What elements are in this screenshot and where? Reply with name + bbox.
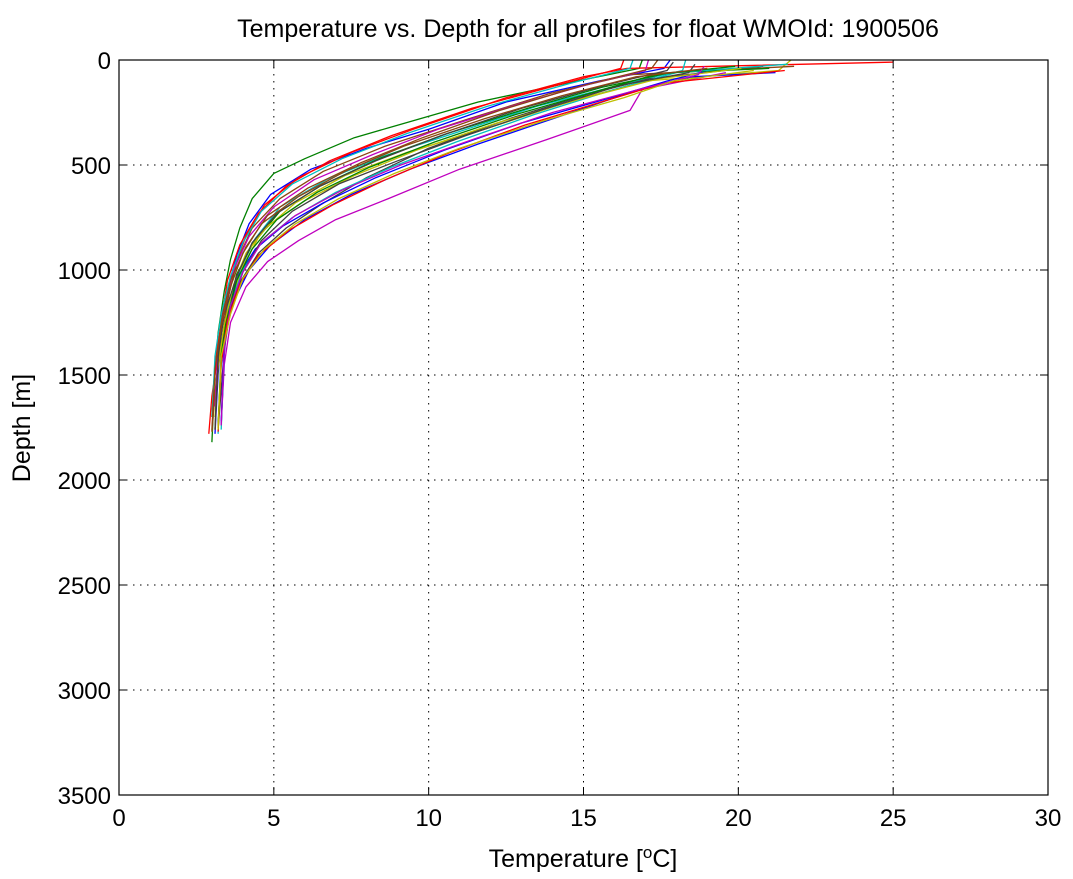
chart-title: Temperature vs. Depth for all profiles f… [237,15,939,43]
temperature-profile-line [211,67,708,430]
temperature-profile-line [211,59,643,443]
x-axis-label-superscript: o [643,843,652,862]
x-tick-label: 15 [570,805,597,832]
x-axis-label: Temperature [oC] [489,843,678,873]
y-tick-label: 2500 [58,573,111,600]
temperature-profile-line [217,65,736,428]
x-tick-label: 25 [880,805,907,832]
temperature-profile-line [217,69,754,430]
temperature-profile-line [214,59,659,430]
grid-lines [119,60,1048,795]
temperature-profile-line [211,59,634,418]
x-tick-label: 30 [1035,805,1062,832]
y-tick-label: 1000 [58,258,111,285]
axis-ticks: 0 5 10 15 20 25 30 0 500 1000 1500 2000 2500 3000 3500 [58,48,1062,832]
x-axis-label-end: C] [652,845,677,873]
y-axis-label: Depth [m] [8,374,36,482]
x-tick-label: 0 [112,805,125,832]
y-tick-label: 0 [98,48,111,75]
x-axis-label-start: Temperature [ [489,845,643,873]
y-tick-label: 2000 [58,468,111,495]
x-tick-label: 20 [725,805,752,832]
plot-area-frame [118,59,1049,796]
y-tick-label: 3000 [58,678,111,705]
y-tick-label: 3500 [58,783,111,810]
y-tick-label: 500 [71,153,111,180]
temperature-profile-line [217,69,785,432]
temperature-profile-line [220,71,727,424]
x-tick-label: 10 [415,805,442,832]
temperature-profile-line [208,61,894,434]
y-tick-label: 1500 [58,363,111,390]
x-tick-label: 5 [267,805,280,832]
temperature-profile-line [220,65,705,426]
temperature-profile-line [214,59,671,434]
profile-series-group [208,59,894,443]
